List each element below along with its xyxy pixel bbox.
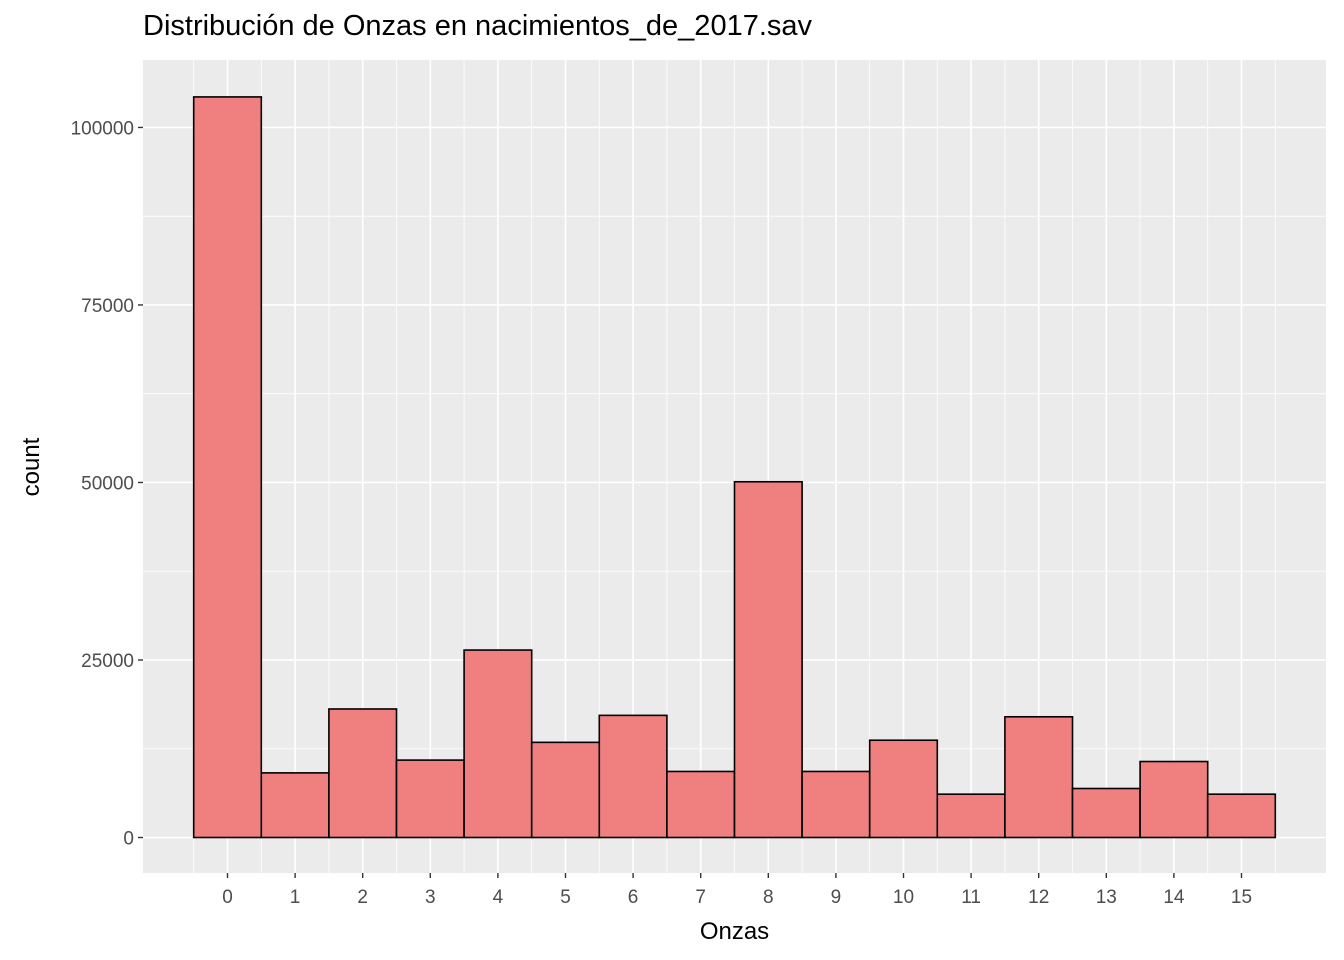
- bar-2: [328, 708, 398, 839]
- y-axis: 0 25000 50000 75000 100000: [71, 118, 143, 849]
- x-tick-label: 15: [1231, 887, 1252, 908]
- x-axis: 0 1 2 3 4 5 6 7 8 9 10 11 12 13 14 15: [222, 873, 1252, 908]
- y-tick-label: 75000: [81, 296, 134, 317]
- bar-10: [868, 739, 939, 839]
- x-tick-label: 7: [695, 887, 706, 908]
- x-tick-label: 5: [560, 887, 571, 908]
- x-tick-label: 10: [893, 887, 914, 908]
- y-axis-title: count: [18, 437, 45, 496]
- bar-0: [192, 96, 263, 839]
- x-tick-label: 9: [831, 887, 842, 908]
- x-tick-label: 11: [961, 887, 981, 908]
- x-tick-label: 2: [357, 887, 368, 908]
- x-tick-label: 4: [493, 887, 504, 908]
- bar-14: [1139, 760, 1209, 839]
- chart-title: Distribución de Onzas en nacimientos_de_…: [143, 10, 813, 42]
- x-tick-label: 13: [1096, 887, 1117, 908]
- bar-3: [395, 759, 465, 839]
- bar-12: [1004, 715, 1074, 839]
- x-tick-label: 14: [1163, 887, 1185, 908]
- bar-8: [733, 480, 803, 839]
- y-tick-label: 25000: [81, 651, 134, 672]
- bar-4: [463, 649, 533, 839]
- y-tick-label: 50000: [81, 473, 134, 494]
- bar-6: [598, 714, 668, 839]
- bar-9: [801, 770, 871, 839]
- x-tick-label: 12: [1028, 887, 1049, 908]
- bars: [192, 96, 1277, 839]
- x-tick-label: 1: [290, 887, 301, 908]
- bar-11: [936, 793, 1006, 839]
- x-tick-label: 8: [763, 887, 774, 908]
- bar-5: [530, 741, 601, 839]
- bar-15: [1206, 793, 1277, 839]
- y-tick-label: 0: [123, 828, 134, 849]
- x-axis-title: Onzas: [700, 918, 769, 945]
- y-tick-label: 100000: [71, 118, 134, 139]
- bar-7: [666, 770, 736, 839]
- x-tick-label: 0: [222, 887, 233, 908]
- bar-1: [260, 772, 330, 839]
- x-tick-label: 6: [628, 887, 639, 908]
- bar-13: [1071, 787, 1141, 839]
- x-tick-label: 3: [425, 887, 436, 908]
